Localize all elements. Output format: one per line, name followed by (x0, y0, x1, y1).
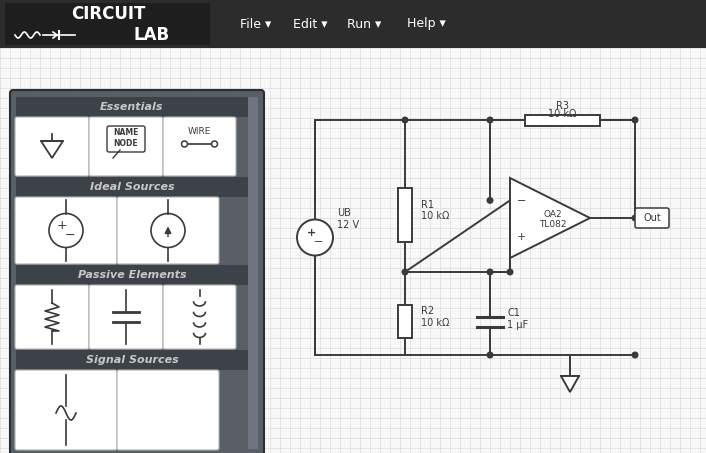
Text: +: + (306, 227, 316, 237)
Text: Edit ▾: Edit ▾ (293, 18, 328, 30)
FancyBboxPatch shape (107, 126, 145, 152)
FancyBboxPatch shape (635, 208, 669, 228)
Text: Help ▾: Help ▾ (407, 18, 445, 30)
Bar (16, 350, 248, 370)
Circle shape (402, 269, 409, 275)
FancyBboxPatch shape (15, 197, 117, 264)
Circle shape (486, 352, 493, 358)
Text: R1: R1 (421, 200, 434, 210)
Text: WIRE: WIRE (188, 127, 211, 136)
Circle shape (631, 116, 638, 124)
Text: 12 V: 12 V (337, 220, 359, 230)
Circle shape (506, 269, 513, 275)
Text: −: − (517, 197, 527, 207)
Circle shape (486, 116, 493, 124)
FancyBboxPatch shape (89, 117, 163, 176)
Circle shape (181, 141, 188, 147)
Text: −: − (314, 237, 323, 247)
Circle shape (486, 269, 493, 275)
Text: File ▾: File ▾ (240, 18, 271, 30)
Bar (248, 97, 258, 449)
FancyBboxPatch shape (117, 370, 219, 450)
Text: 1 μF: 1 μF (507, 319, 528, 329)
Bar (525, 115, 600, 125)
Text: R3: R3 (556, 101, 569, 111)
FancyBboxPatch shape (15, 117, 89, 176)
Circle shape (402, 116, 409, 124)
Circle shape (151, 213, 185, 247)
Text: Signal Sources: Signal Sources (85, 355, 179, 365)
Text: Out: Out (643, 213, 661, 223)
Text: +: + (517, 231, 527, 241)
Bar (16, 265, 248, 285)
FancyBboxPatch shape (163, 285, 236, 349)
Circle shape (212, 141, 217, 147)
Bar (0, 0, 706, 48)
Text: NAME
NODE: NAME NODE (113, 128, 138, 148)
Text: −: − (65, 229, 76, 242)
Text: 10 kΩ: 10 kΩ (421, 211, 450, 221)
Circle shape (631, 352, 638, 358)
Bar (0, 48, 706, 453)
Bar (398, 188, 412, 242)
Text: Run ▾: Run ▾ (347, 18, 381, 30)
FancyBboxPatch shape (10, 90, 264, 453)
Bar (398, 305, 412, 337)
Text: +: + (56, 219, 67, 232)
Text: LAB: LAB (134, 26, 170, 44)
Text: C1: C1 (507, 308, 520, 318)
Circle shape (631, 215, 638, 222)
FancyBboxPatch shape (15, 370, 117, 450)
Bar (16, 177, 248, 197)
Text: OA2: OA2 (544, 210, 562, 219)
Polygon shape (561, 376, 579, 392)
Polygon shape (510, 178, 590, 258)
Bar (5, 3, 210, 45)
Text: Passive Elements: Passive Elements (78, 270, 186, 280)
Text: Ideal Sources: Ideal Sources (90, 182, 174, 192)
Text: R2: R2 (421, 307, 434, 317)
Text: 10 kΩ: 10 kΩ (421, 318, 450, 328)
Bar (16, 97, 248, 117)
Text: 10 kΩ: 10 kΩ (549, 109, 577, 119)
FancyBboxPatch shape (15, 285, 89, 349)
Circle shape (297, 220, 333, 255)
FancyBboxPatch shape (117, 197, 219, 264)
Circle shape (486, 197, 493, 204)
Text: Essentials: Essentials (100, 102, 164, 112)
FancyBboxPatch shape (163, 117, 236, 176)
Text: UB: UB (337, 208, 351, 218)
FancyBboxPatch shape (89, 285, 163, 349)
Text: CIRCUIT: CIRCUIT (71, 5, 145, 23)
Text: TL082: TL082 (539, 220, 567, 229)
Circle shape (49, 213, 83, 247)
